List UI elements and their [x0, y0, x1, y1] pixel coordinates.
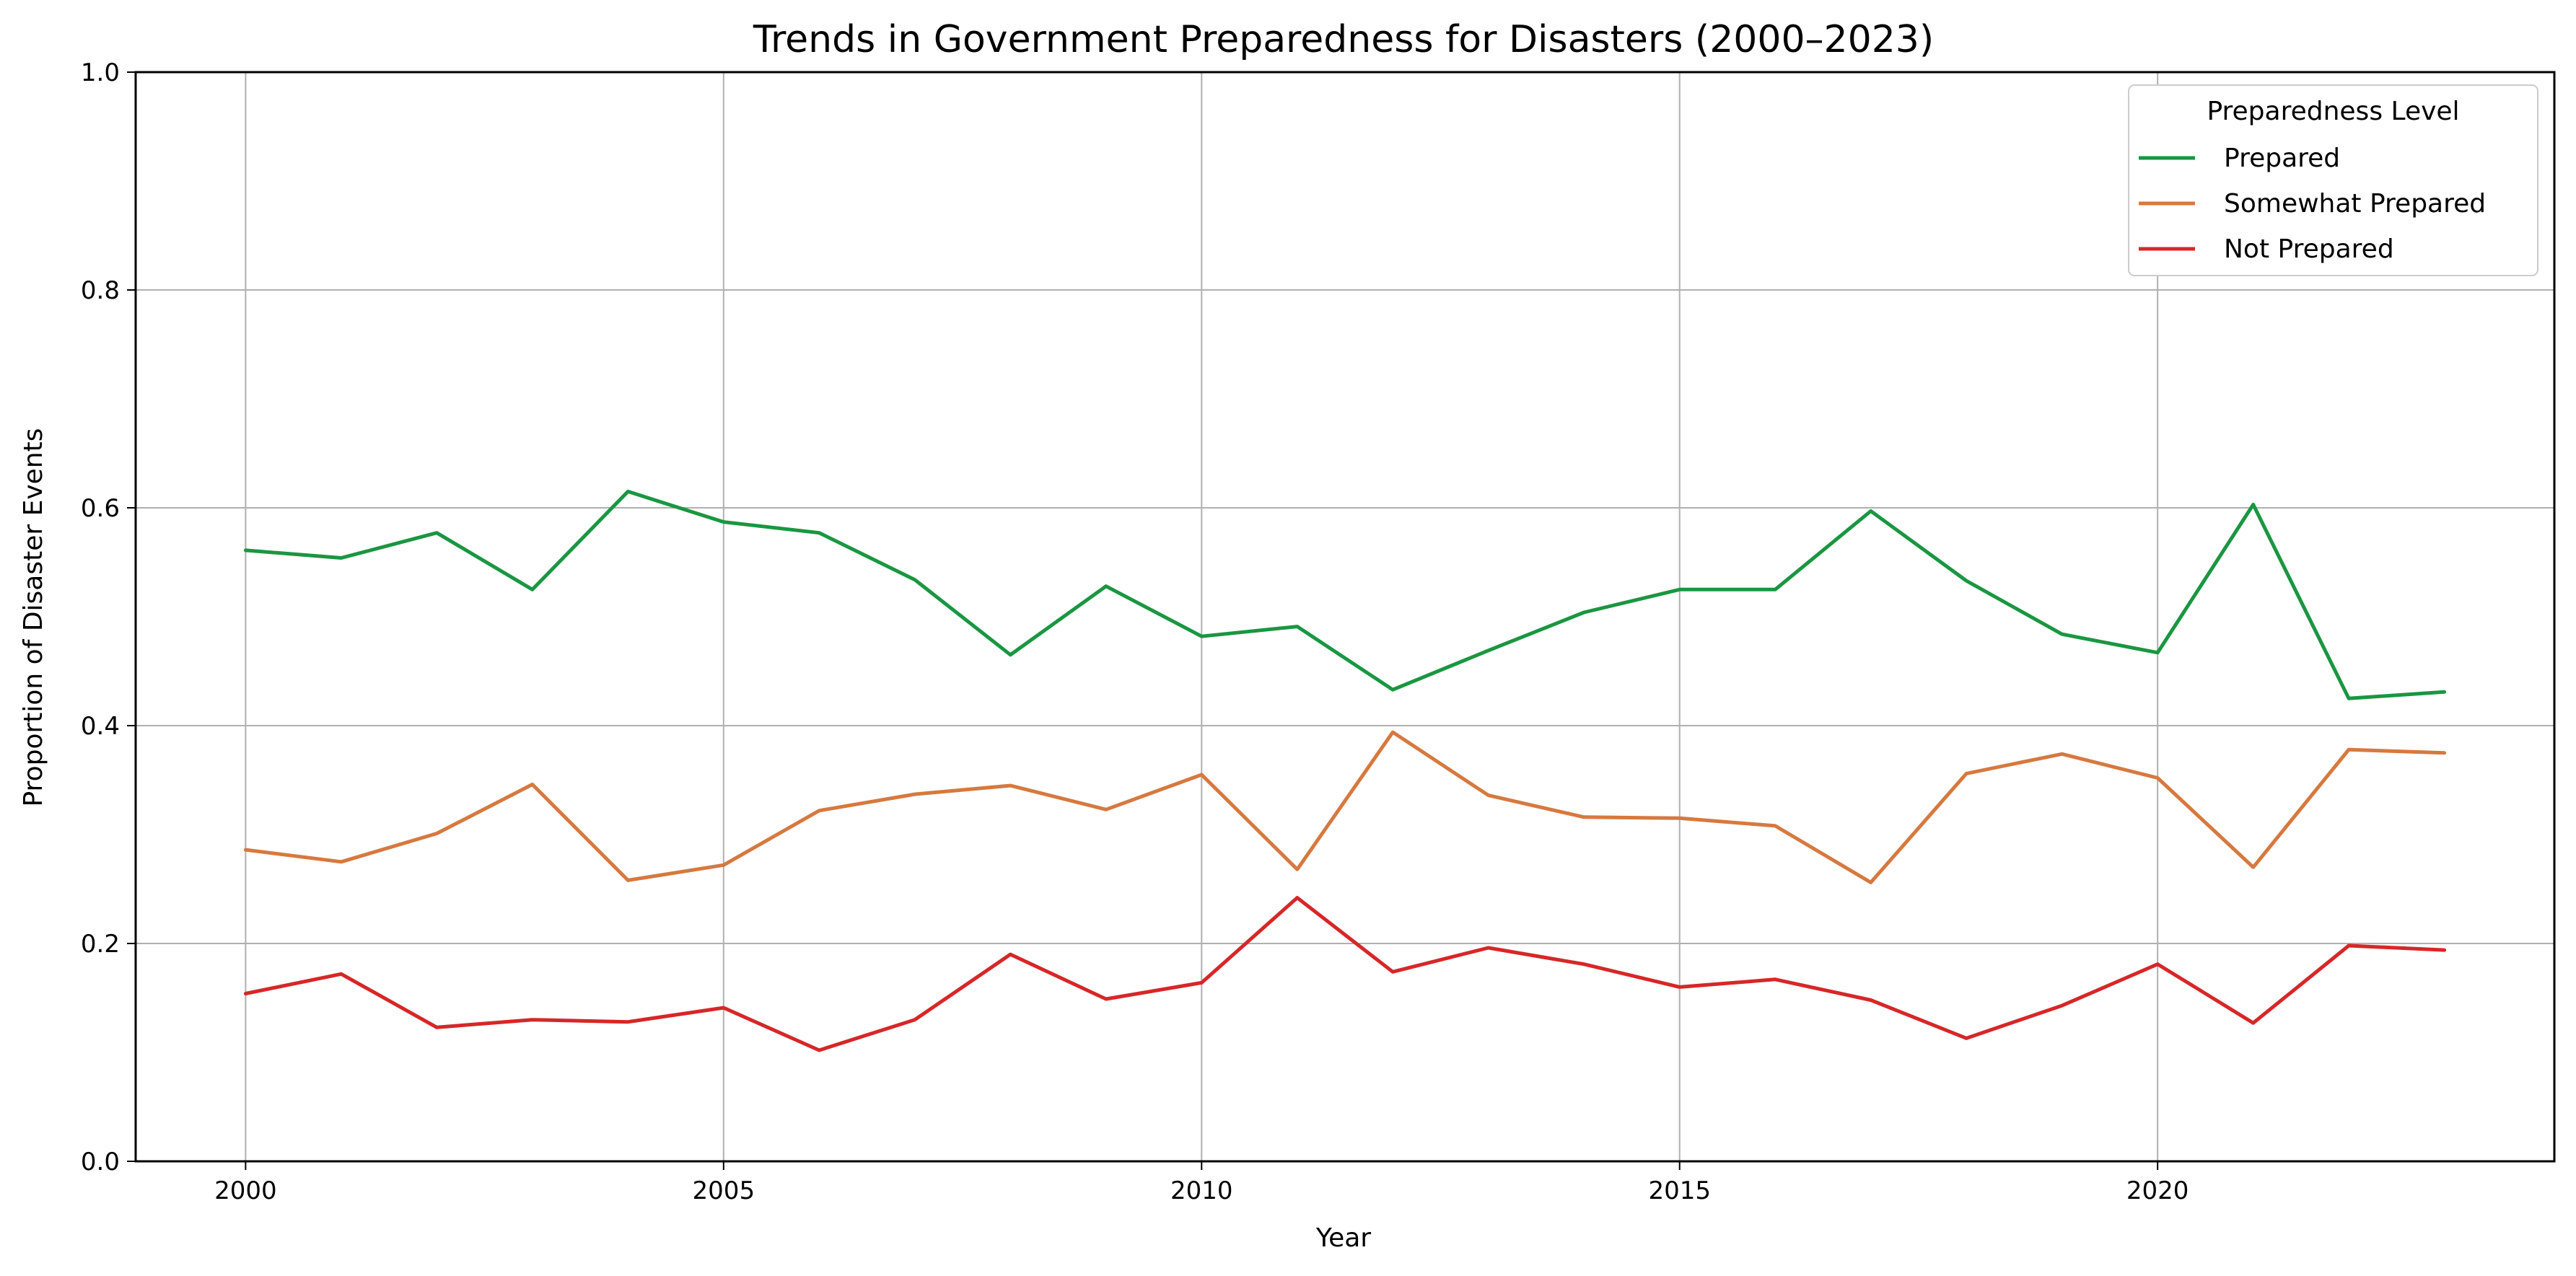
plot-frame — [134, 71, 2556, 1163]
series-line-somewhat-prepared — [243, 730, 2447, 884]
legend-label-prepared: Prepared — [2224, 144, 2340, 173]
x-tick-label: 2010 — [1170, 1176, 1233, 1205]
series-line-not-prepared — [243, 896, 2447, 1052]
y-tick-label: 1.0 — [81, 58, 120, 87]
legend: Preparedness Level Prepared Somewhat Prep… — [2128, 84, 2538, 276]
axis-ticks: 2000 2005 2010 2015 2020 0.0 0.2 0.4 0.6 0.8 1.0 — [81, 58, 2189, 1205]
series-line-prepared — [243, 489, 2447, 700]
chart-title: Trends in Government Preparedness for Di… — [753, 18, 1934, 61]
x-tick-label: 2020 — [2126, 1176, 2189, 1205]
legend-box — [2128, 84, 2538, 276]
y-tick-label: 0.8 — [81, 276, 120, 305]
y-axis-label: Proportion of Disaster Events — [19, 428, 48, 806]
legend-items: Prepared Somewhat Prepared Not Prepared — [2139, 144, 2486, 264]
y-tick-label: 0.0 — [81, 1148, 120, 1176]
x-tick-label: 2015 — [1648, 1176, 1711, 1205]
x-tick-label: 2005 — [693, 1176, 755, 1205]
y-tick-label: 0.2 — [81, 930, 120, 959]
x-tick-label: 2000 — [214, 1176, 277, 1205]
series-lines — [243, 489, 2447, 1052]
x-axis-label: Year — [1315, 1223, 1371, 1253]
legend-label-somewhat-prepared: Somewhat Prepared — [2224, 189, 2486, 219]
y-tick-label: 0.6 — [81, 494, 120, 523]
legend-label-not-prepared: Not Prepared — [2224, 234, 2394, 264]
legend-title: Preparedness Level — [2207, 97, 2459, 126]
y-tick-label: 0.4 — [81, 712, 120, 741]
